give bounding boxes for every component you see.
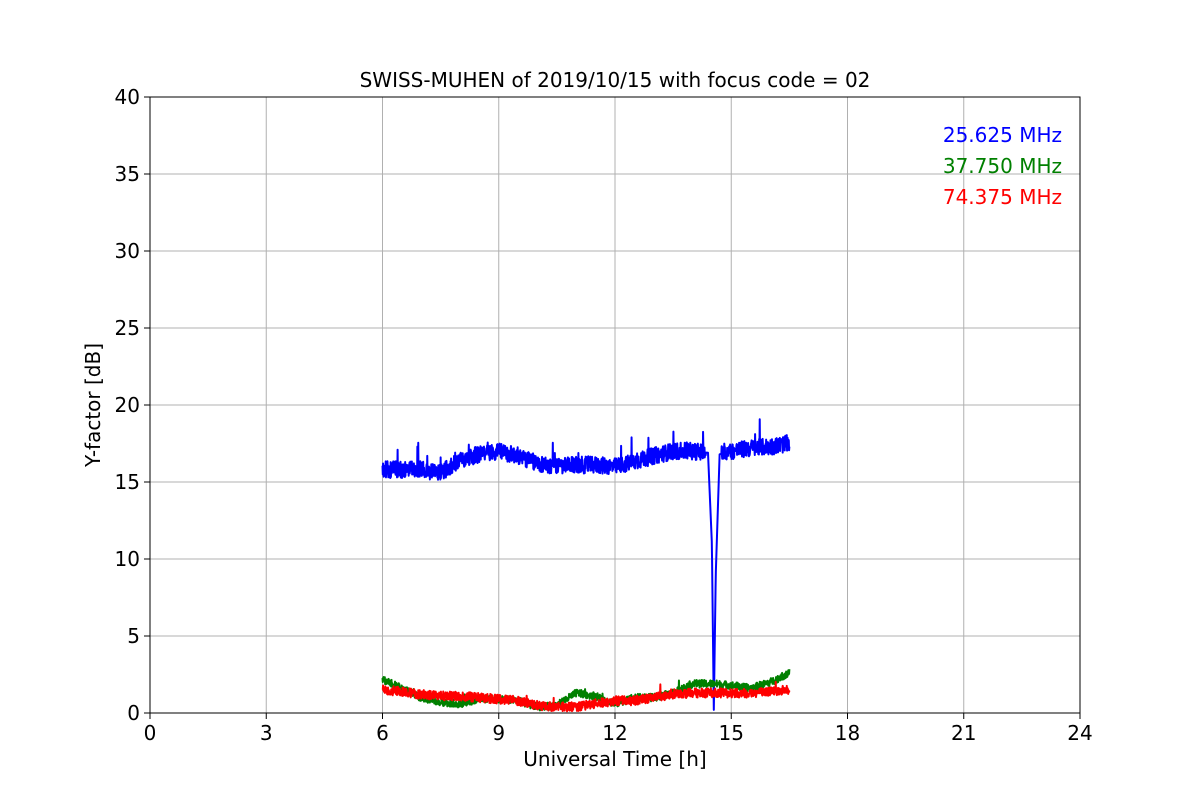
x-tick-label: 6	[376, 721, 389, 745]
y-tick-label: 10	[115, 547, 140, 571]
x-tick-label: 9	[492, 721, 505, 745]
legend: 25.625 MHz 37.750 MHz 74.375 MHz	[943, 123, 1062, 209]
x-axis-label: Universal Time [h]	[523, 747, 706, 771]
x-tick-label: 21	[951, 721, 976, 745]
y-tick-label: 20	[115, 393, 140, 417]
x-tick-label: 3	[260, 721, 273, 745]
chart-title: SWISS-MUHEN of 2019/10/15 with focus cod…	[360, 68, 871, 92]
legend-label: 25.625 MHz	[943, 123, 1062, 147]
series-line	[381, 680, 791, 713]
y-tick-label: 15	[115, 470, 140, 494]
x-tick-label: 18	[835, 721, 860, 745]
x-tick-label: 12	[602, 721, 627, 745]
y-tick-label: 5	[127, 624, 140, 648]
legend-label: 74.375 MHz	[943, 185, 1062, 209]
grid-layer	[149, 96, 1081, 714]
y-tick-label: 35	[115, 162, 140, 186]
y-tick-label: 0	[127, 701, 140, 725]
y-axis-label: Y-factor [dB]	[81, 343, 105, 468]
series-line	[381, 669, 791, 712]
legend-label: 37.750 MHz	[943, 154, 1062, 178]
x-tick-label: 0	[144, 721, 157, 745]
tick-layer: 0 3 6 9 12 15 18 21 24 0 5 10 15 20 25 30 35 40	[115, 85, 1093, 745]
y-tick-label: 30	[115, 239, 140, 263]
y-tick-label: 25	[115, 316, 140, 340]
series-line	[381, 418, 791, 711]
x-tick-label: 15	[719, 721, 744, 745]
y-tick-label: 40	[115, 85, 140, 109]
x-tick-label: 24	[1067, 721, 1092, 745]
series-layer	[381, 418, 791, 713]
